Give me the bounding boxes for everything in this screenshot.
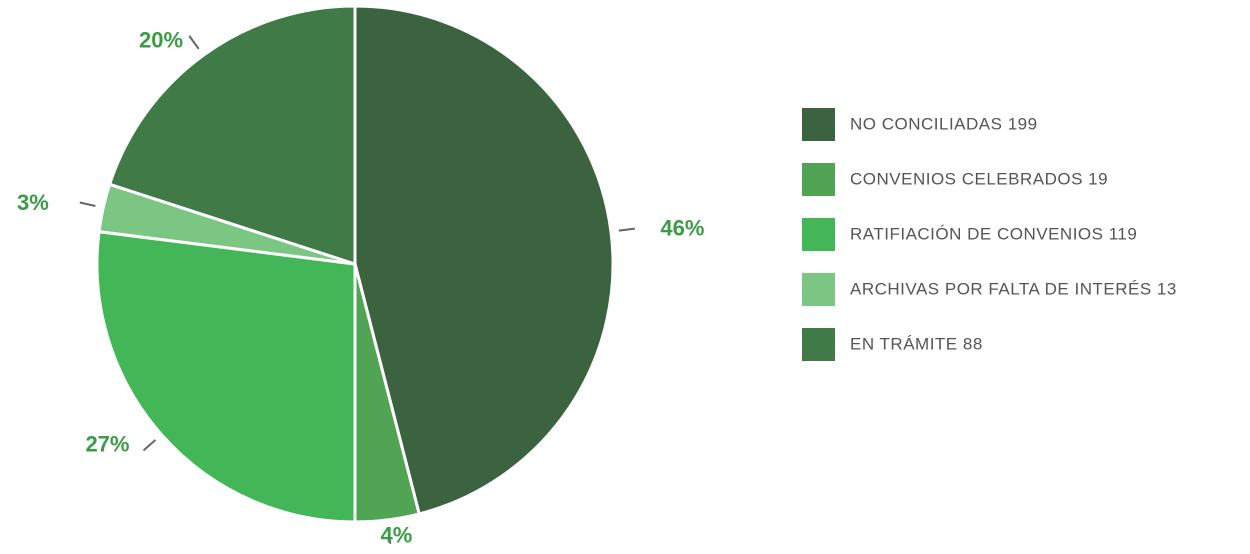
- legend-label: NO CONCILIADAS 199: [850, 114, 1038, 133]
- legend-label: EN TRÁMITE 88: [850, 334, 983, 353]
- data-label: 27%: [85, 432, 129, 457]
- data-label: 3%: [17, 190, 49, 215]
- legend-swatch: [802, 163, 835, 196]
- data-label: 20%: [139, 27, 183, 52]
- legend-label: CONVENIOS CELEBRADOS 19: [850, 169, 1108, 188]
- pie-slice: [107, 4, 357, 267]
- legend-label: RATIFIACIÓN DE CONVENIOS 119: [850, 224, 1137, 243]
- leader-line: [142, 439, 157, 452]
- data-label: 4%: [380, 523, 412, 548]
- leader-line: [188, 35, 200, 50]
- pie-slice: [95, 229, 357, 524]
- legend-swatch: [802, 218, 835, 251]
- leader-line: [618, 227, 635, 232]
- legend-swatch: [802, 108, 835, 141]
- leader-line: [387, 527, 392, 544]
- pie-slice: [353, 4, 615, 516]
- legend-label: ARCHIVAS POR FALTA DE INTERÉS 13: [850, 279, 1177, 298]
- data-label: 46%: [660, 215, 704, 240]
- legend-swatch: [802, 328, 835, 361]
- legend-swatch: [802, 273, 835, 306]
- leader-line: [79, 201, 96, 207]
